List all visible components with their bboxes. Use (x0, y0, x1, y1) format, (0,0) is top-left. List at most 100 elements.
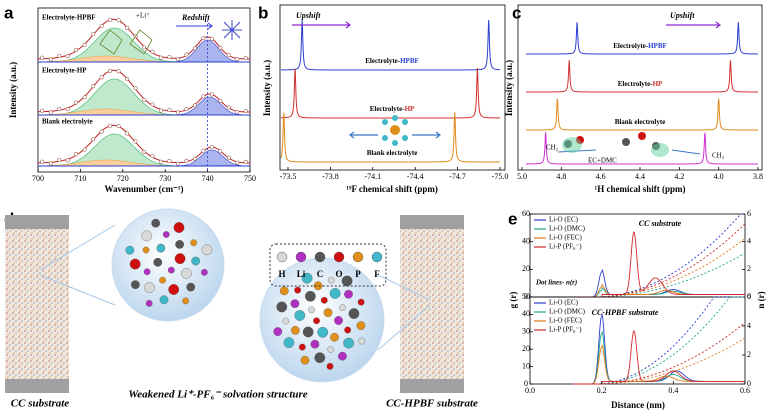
peak-fill (46, 78, 191, 116)
data-point (167, 54, 172, 59)
trace-label-suffix: HPBF (648, 42, 667, 50)
data-point (99, 75, 104, 80)
data-point (209, 145, 214, 150)
x-axis-label: Distance (nm) (611, 400, 665, 410)
legend-label: Li-O (DMC) (549, 225, 586, 233)
data-point (201, 36, 206, 41)
trace-label: Electrolyte-HP (42, 67, 87, 75)
data-point (133, 139, 138, 144)
data-point (235, 109, 240, 115)
atom (341, 275, 353, 287)
y-tick-label: 20 (522, 344, 530, 353)
peak-fill (46, 55, 174, 63)
atom (320, 296, 328, 304)
atom (382, 119, 388, 125)
x-tick-label: -74.1 (364, 172, 381, 181)
arrow (666, 21, 721, 29)
data-point (57, 106, 62, 112)
atom (282, 317, 290, 325)
plot-frame (279, 4, 506, 171)
data-point (124, 25, 130, 30)
x-axis-label: ¹⁹F chemical shift (ppm) (346, 184, 438, 194)
data-point (243, 108, 248, 113)
spectrum (280, 112, 500, 163)
caption: Weakened Li⁺-PF₆⁻ solvation structure (128, 389, 307, 401)
y-tick-label: 6 (747, 292, 751, 301)
caption: CC-HPBF substrate (386, 398, 478, 410)
y-axis-label: Intensity (a.u.) (504, 60, 514, 116)
zoom-cone (377, 274, 431, 351)
data-point (65, 107, 70, 112)
data-point (99, 129, 104, 134)
atom (290, 299, 300, 308)
x-tick-label: 0.6 (740, 386, 750, 395)
peak-fill (46, 108, 174, 116)
annotation: EC+DMC (588, 157, 617, 165)
atom (638, 132, 646, 140)
panel-label: c (512, 3, 521, 22)
data-point (158, 159, 164, 164)
atom (402, 119, 408, 125)
x-tick-label: 5.0 (517, 172, 527, 181)
spectrum (280, 19, 501, 71)
element-label: C (317, 269, 324, 279)
simulation-box (5, 215, 69, 393)
atom (159, 276, 166, 284)
atom (343, 337, 354, 349)
atom (167, 266, 175, 274)
subplot-title: CC-HPBF substrate (592, 308, 659, 317)
data-point (141, 149, 147, 155)
data-point (91, 137, 96, 142)
atom (175, 240, 184, 249)
data-point (108, 68, 113, 73)
data-point (192, 46, 197, 51)
data-point (184, 52, 189, 57)
data-point (82, 95, 87, 100)
arrow (292, 21, 351, 29)
atom (131, 280, 140, 290)
peak-fill (46, 159, 174, 167)
trace-label: Electrolyte-HP (618, 80, 663, 88)
y-tick-label: 6 (747, 209, 751, 218)
atom (125, 245, 135, 255)
molecule-sketch (222, 20, 242, 40)
trace-label: Electrolyte-HPBF (365, 57, 419, 65)
atom (348, 308, 360, 319)
x-tick-label: 4.4 (635, 172, 645, 181)
element-label: F (374, 269, 380, 279)
atom (329, 288, 341, 299)
y-tick-label: 0 (524, 379, 528, 388)
legend-label: Li-O (FEC) (549, 317, 583, 325)
trace-label: Electrolyte-HP (370, 105, 415, 113)
annotation: +Li⁺ (136, 12, 150, 20)
atom (186, 282, 196, 292)
atom (313, 317, 320, 325)
solvation-bubble (111, 208, 225, 322)
element-swatch (295, 251, 307, 263)
atom (339, 304, 346, 311)
data-point (91, 84, 96, 89)
data-point (82, 42, 87, 48)
coordination-line (583, 223, 746, 298)
data-point (158, 55, 164, 60)
annotation: Upshift (296, 11, 321, 20)
data-point (175, 161, 180, 166)
data-point (167, 158, 172, 164)
data-point (141, 97, 147, 102)
data-point (141, 45, 147, 50)
x-tick-label: -73.5 (280, 172, 297, 181)
atom (382, 135, 388, 141)
x-tick-label: 4.0 (714, 172, 724, 181)
trace-label-suffix: HPBF (400, 57, 419, 65)
data-point (184, 158, 189, 163)
y-tick-label: 20 (522, 264, 530, 273)
element-label: O (335, 269, 342, 279)
trace-label-suffix: HP (653, 80, 663, 88)
spectrum (525, 132, 758, 165)
y-tick-label: 40 (522, 309, 530, 318)
atom (145, 299, 153, 307)
element-swatch (352, 251, 364, 263)
atom (144, 282, 155, 294)
y-tick-label: 0 (747, 292, 751, 301)
trace-label-prefix: Electrolyte- (618, 80, 654, 88)
